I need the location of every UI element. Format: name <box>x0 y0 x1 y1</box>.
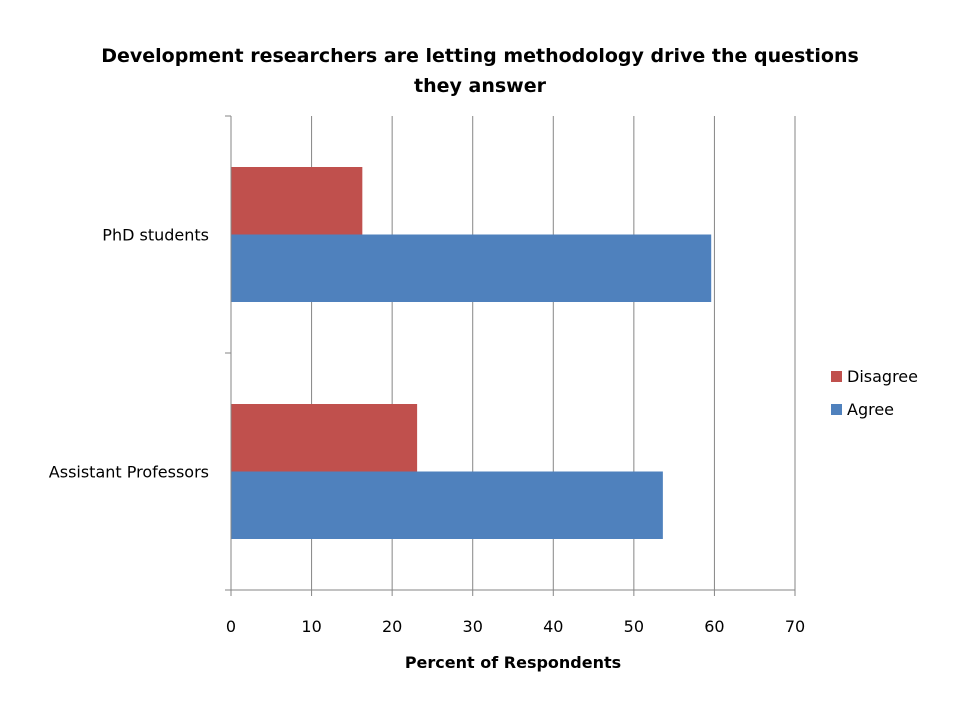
chart-title-line-2: they answer <box>414 75 547 97</box>
legend-label-agree: Agree <box>847 400 894 419</box>
category-label-phd-students: PhD students <box>102 226 209 245</box>
chart-title: Development researchers are letting meth… <box>101 45 859 97</box>
bars <box>231 167 712 539</box>
category-labels: Assistant Professors PhD students <box>49 226 209 482</box>
x-tick-label-20: 20 <box>382 617 402 636</box>
x-tick-label-50: 50 <box>624 617 644 636</box>
x-tick-label-30: 30 <box>463 617 483 636</box>
legend: Disagree Agree <box>831 367 918 419</box>
grid-lines <box>311 116 796 590</box>
x-tick-label-40: 40 <box>543 617 563 636</box>
bar-agree-assistant-professors <box>231 471 663 539</box>
bar-disagree-phd-students <box>231 167 363 235</box>
x-tick-label-10: 10 <box>301 617 321 636</box>
x-tick-label-0: 0 <box>226 617 236 636</box>
bar-disagree-assistant-professors <box>231 404 418 472</box>
bar-agree-phd-students <box>231 234 712 302</box>
category-label-assistant-professors: Assistant Professors <box>49 463 209 482</box>
x-axis-title: Percent of Respondents <box>405 653 621 672</box>
chart-title-line-1: Development researchers are letting meth… <box>101 45 859 67</box>
x-tick-labels: 0 10 20 30 40 50 60 70 <box>226 617 805 636</box>
axes <box>225 115 796 596</box>
legend-swatch-agree <box>831 404 842 415</box>
x-tick-label-60: 60 <box>704 617 724 636</box>
x-tick-label-70: 70 <box>785 617 805 636</box>
legend-swatch-disagree <box>831 371 842 382</box>
legend-label-disagree: Disagree <box>847 367 918 386</box>
